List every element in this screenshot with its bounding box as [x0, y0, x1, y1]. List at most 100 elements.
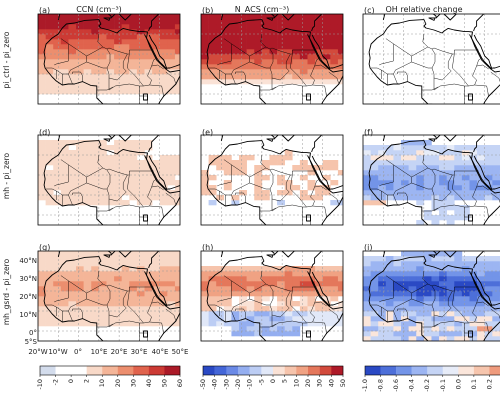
heatmap-cell	[323, 281, 331, 286]
heatmap-cell	[330, 296, 338, 301]
heatmap-cell	[160, 170, 168, 175]
heatmap-cell	[122, 316, 130, 321]
heatmap-cell	[38, 34, 46, 39]
heatmap-cell	[84, 160, 92, 165]
heatmap-cell	[485, 160, 493, 165]
heatmap-cell	[330, 49, 338, 54]
heatmap-cell	[114, 256, 122, 261]
heatmap-cell	[330, 59, 338, 64]
heatmap-cell	[216, 160, 224, 165]
heatmap-cell	[239, 39, 247, 44]
heatmap-cell	[277, 44, 285, 49]
heatmap-cell	[477, 155, 485, 160]
heatmap-cell	[129, 59, 137, 64]
heatmap-cell	[175, 69, 183, 74]
heatmap-cell	[439, 291, 447, 296]
heatmap-cell	[122, 276, 130, 281]
heatmap-cell	[363, 195, 371, 200]
heatmap-cell	[145, 291, 153, 296]
heatmap-cell	[277, 24, 285, 29]
heatmap-cell	[363, 326, 371, 331]
heatmap-cell	[224, 306, 232, 311]
heatmap-cell	[114, 34, 122, 39]
heatmap-cell	[209, 64, 217, 69]
heatmap-cell	[129, 175, 137, 180]
heatmap-cell	[401, 160, 409, 165]
lat-tick-10n: 10°N	[19, 311, 37, 319]
heatmap-cell	[292, 281, 300, 286]
heatmap-cell	[106, 180, 114, 185]
heatmap-cell	[447, 271, 455, 276]
heatmap-cell	[137, 19, 145, 24]
heatmap-cell	[330, 165, 338, 170]
heatmap-cell	[485, 271, 493, 276]
heatmap-cell	[424, 170, 432, 175]
heatmap-cell	[84, 261, 92, 266]
colorbar-tick-label: -0.8	[377, 379, 385, 392]
heatmap-cell	[416, 155, 424, 160]
heatmap-cell	[84, 89, 92, 94]
colorbar-tick-label: -0.4	[408, 379, 416, 392]
heatmap-cell	[300, 276, 308, 281]
heatmap-cell	[99, 79, 107, 84]
heatmap-cell	[338, 276, 346, 281]
heatmap-cell	[201, 24, 209, 29]
heatmap-cell	[137, 54, 145, 59]
heatmap-cell	[231, 14, 239, 19]
heatmap-cell	[424, 175, 432, 180]
heatmap-cell	[38, 29, 46, 34]
colorbar-tick-label: 60	[176, 379, 184, 387]
heatmap-cell	[231, 24, 239, 29]
heatmap-cell	[46, 49, 54, 54]
heatmap-cell	[462, 185, 470, 190]
heatmap-cell	[277, 316, 285, 321]
heatmap-cell	[477, 316, 485, 321]
heatmap-cell	[378, 190, 386, 195]
heatmap-cell	[137, 165, 145, 170]
heatmap-cell	[106, 271, 114, 276]
heatmap-cell	[424, 311, 432, 316]
heatmap-cell	[447, 311, 455, 316]
lon-tick-30e: 30°E	[131, 348, 148, 356]
heatmap-cell	[424, 150, 432, 155]
heatmap-cell	[462, 296, 470, 301]
heatmap-cell	[269, 24, 277, 29]
heatmap-cell	[401, 175, 409, 180]
heatmap-cell	[300, 301, 308, 306]
heatmap-cell	[300, 54, 308, 59]
heatmap-cell	[160, 14, 168, 19]
heatmap-cell	[224, 271, 232, 276]
heatmap-cell	[53, 59, 61, 64]
heatmap-cell	[91, 64, 99, 69]
heatmap-cell	[386, 336, 394, 341]
heatmap-cell	[160, 44, 168, 49]
heatmap-cell	[76, 24, 84, 29]
heatmap-cell	[99, 180, 107, 185]
heatmap-cell	[53, 69, 61, 74]
heatmap-cell	[114, 64, 122, 69]
heatmap-cell	[371, 321, 379, 326]
heatmap-cell	[378, 281, 386, 286]
heatmap-cell	[61, 155, 69, 160]
heatmap-cell	[300, 59, 308, 64]
heatmap-cell	[114, 251, 122, 256]
heatmap-cell	[38, 195, 46, 200]
heatmap-cell	[84, 190, 92, 195]
heatmap-cell	[68, 296, 76, 301]
heatmap-cell	[175, 49, 183, 54]
heatmap-cell	[137, 74, 145, 79]
heatmap-cell	[492, 261, 500, 266]
heatmap-cell	[160, 256, 168, 261]
heatmap-cell	[129, 145, 137, 150]
heatmap-cell	[323, 24, 331, 29]
colorbar-tick-label: 20	[304, 379, 312, 387]
heatmap-cell	[315, 276, 323, 281]
heatmap-cell	[137, 296, 145, 301]
heatmap-cell	[224, 54, 232, 59]
heatmap-cell	[91, 14, 99, 19]
heatmap-cell	[477, 195, 485, 200]
heatmap-cell	[209, 301, 217, 306]
heatmap-cell	[393, 336, 401, 341]
heatmap-cell	[285, 301, 293, 306]
